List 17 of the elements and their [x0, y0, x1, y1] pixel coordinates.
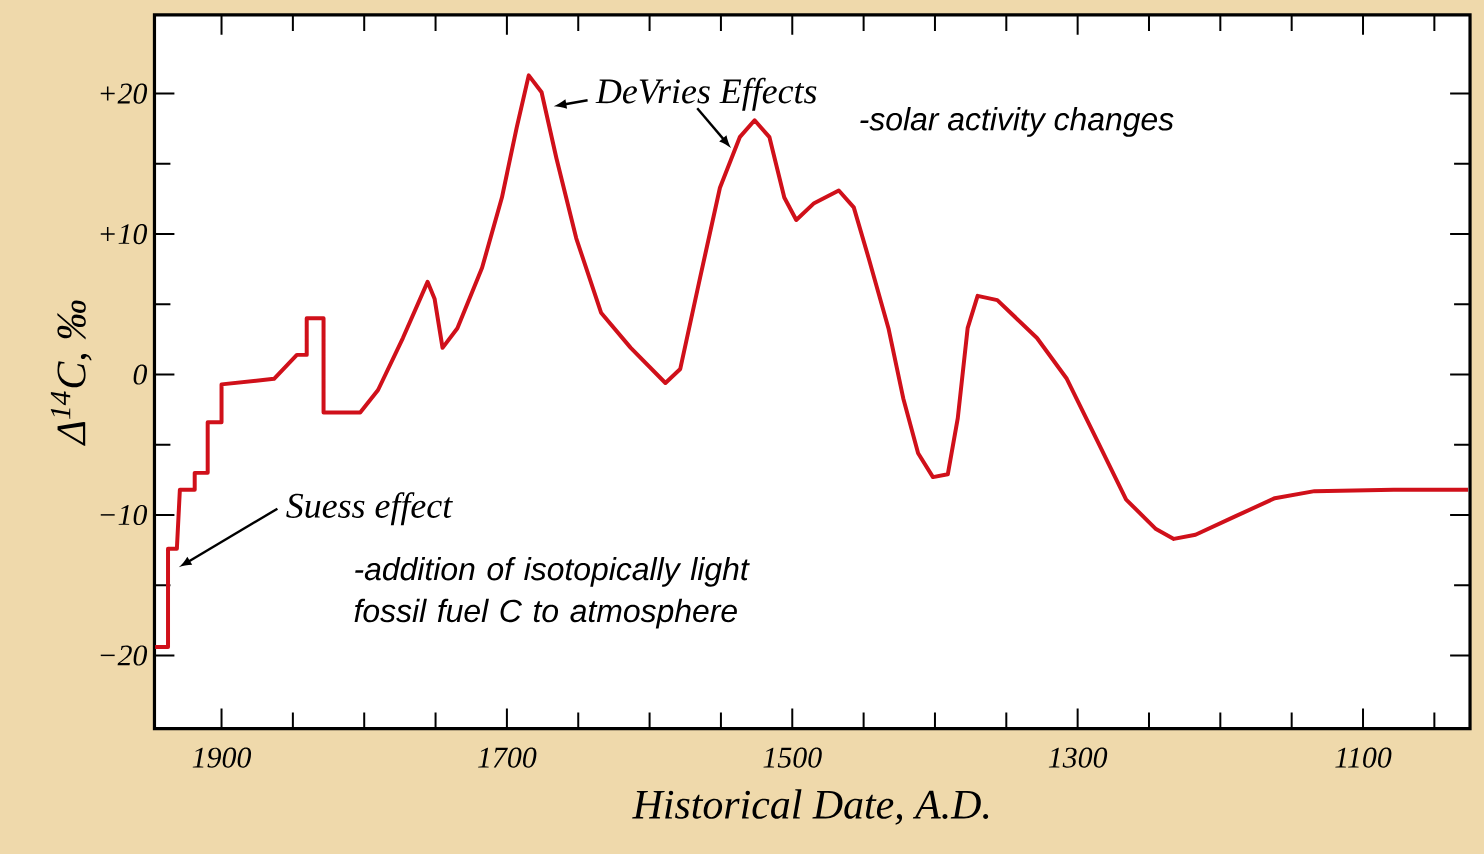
annotation: Suess effect	[286, 492, 453, 526]
x-tick-label: 1900	[192, 747, 252, 768]
annotation: -addition of isotopically light fossil fuel C to atmosphere	[354, 556, 750, 629]
y-tick-label: +10	[100, 223, 148, 245]
x-tick-label: 1700	[478, 747, 537, 768]
x-tick-label: 1100	[1335, 747, 1392, 768]
y-tick-label: −20	[100, 645, 148, 666]
y-tick-label: −10	[100, 504, 148, 526]
annotation: DeVries Effects	[595, 77, 817, 111]
x-tick-label: 1300	[1048, 747, 1108, 768]
x-axis-title: Historical Date, A.D.	[632, 789, 989, 825]
y-tick-label: +20	[100, 83, 148, 104]
y-tick-label: 0	[133, 364, 148, 385]
x-tick-label: 1500	[763, 747, 822, 768]
y-axis-title: Δ$^{14}$C, ‰	[50, 300, 92, 446]
annotation: -solar activity changes	[860, 107, 1174, 137]
line-series	[153, 73, 1471, 650]
